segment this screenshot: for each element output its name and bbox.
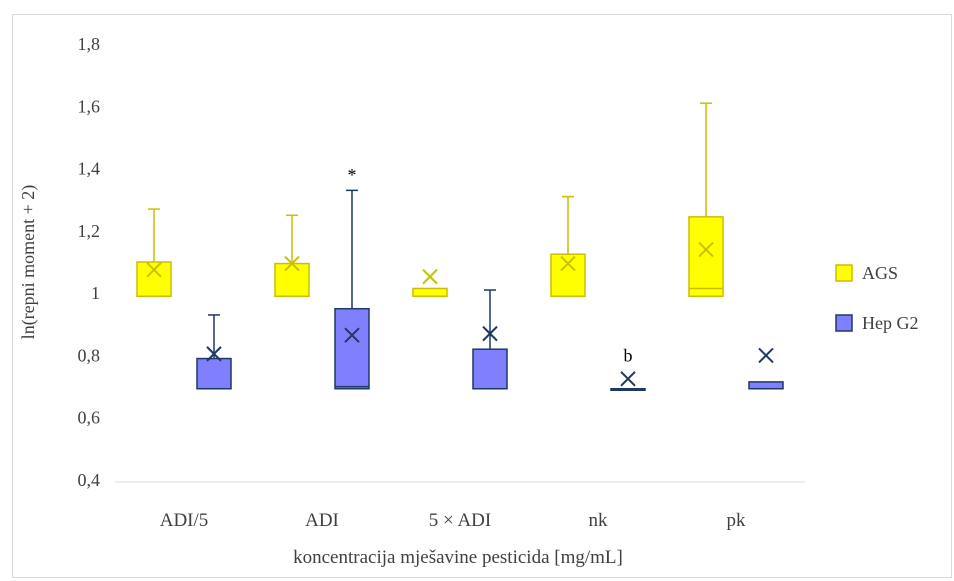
- box-rect: [748, 381, 784, 390]
- legend-label: AGS: [862, 263, 898, 283]
- mean-marker: [482, 325, 498, 342]
- box-rect: [136, 261, 172, 298]
- annotation-label: b: [624, 346, 633, 366]
- mean-marker: [620, 371, 636, 387]
- mean-marker: [560, 255, 576, 272]
- y-tick-label: 0,8: [78, 345, 101, 365]
- legend-label: Hep G2: [862, 313, 919, 333]
- mean-marker: [758, 347, 774, 364]
- y-tick-label: 1,8: [78, 34, 101, 54]
- y-tick-label: 1,4: [78, 159, 101, 179]
- box-rect: [196, 357, 232, 390]
- box-hep-g2-0: [196, 314, 232, 390]
- x-axis: ADI/5 ADI 5 × ADI nk pk: [115, 481, 805, 531]
- mean-marker: [146, 262, 162, 278]
- box-hep-g2-2: [472, 289, 508, 390]
- plot-area: [136, 102, 784, 392]
- y-axis-label: ln(repni moment + 2): [18, 185, 39, 340]
- box-rect: [334, 307, 370, 390]
- box-rect: [472, 348, 508, 390]
- box-ags-3: [550, 195, 586, 298]
- mean-marker: [344, 327, 360, 343]
- legend: AGS Hep G2: [835, 263, 919, 333]
- mean-marker: [284, 255, 300, 272]
- box-ags-0: [136, 208, 172, 298]
- box-rect: [412, 287, 448, 298]
- x-tick-label: ADI/5: [160, 510, 209, 531]
- box-hep-g2-1: [334, 189, 370, 390]
- box-rect: [274, 262, 310, 298]
- y-tick-label: 0,4: [78, 470, 101, 490]
- legend-swatch: [835, 264, 853, 282]
- mean-marker: [206, 346, 222, 362]
- annotation-label: *: [348, 165, 357, 185]
- box-rect: [550, 253, 586, 298]
- y-tick-label: 1,6: [78, 96, 101, 116]
- mean-marker: [422, 268, 438, 285]
- mean-marker: [698, 241, 714, 258]
- legend-swatch: [835, 314, 853, 332]
- x-tick-label: 5 × ADI: [429, 510, 491, 531]
- x-tick-label: nk: [589, 510, 609, 531]
- x-tick-label: ADI: [305, 510, 339, 531]
- box-hep-g2-3: [610, 371, 646, 392]
- annotations: *b: [348, 165, 633, 366]
- box-hep-g2-4: [748, 347, 784, 390]
- box-ags-4: [688, 102, 724, 298]
- y-tick-label: 0,6: [78, 408, 101, 428]
- box-rect: [688, 216, 724, 298]
- x-tick-label: pk: [727, 510, 747, 531]
- box-ags-1: [274, 214, 310, 298]
- box-ags-2: [412, 268, 448, 298]
- chart-frame: [12, 14, 952, 578]
- y-axis: 0,4 0,6 0,8 1 1,2 1,4 1,6 1,8: [78, 34, 101, 490]
- x-axis-label: koncentracija mješavine pesticida [mg/mL…: [293, 547, 623, 568]
- y-tick-label: 1,2: [78, 221, 101, 241]
- y-tick-label: 1: [91, 283, 100, 303]
